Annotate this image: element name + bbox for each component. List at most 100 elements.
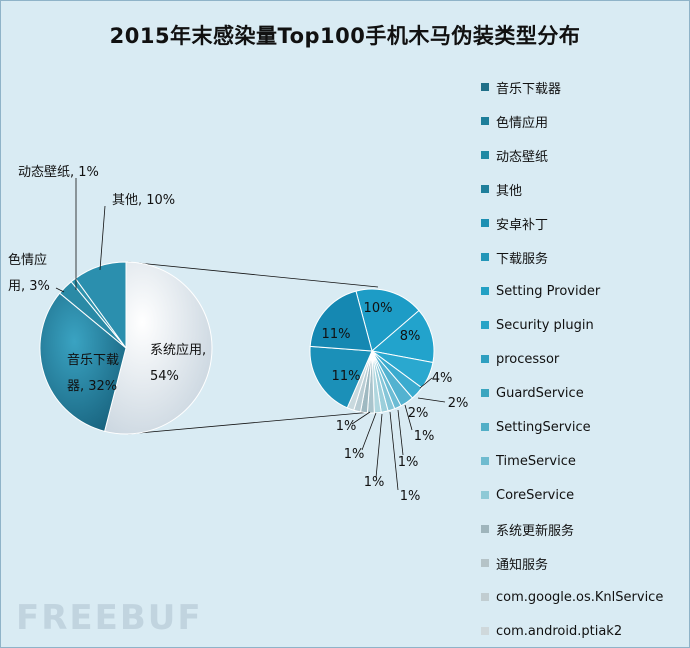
secondary-slice-安卓补丁 — [355, 288, 420, 352]
legend: 音乐下载器色情应用动态壁纸其他安卓补丁下载服务 Setting Provider S… — [481, 70, 686, 648]
legend-swatch — [481, 389, 489, 397]
legend-label: TimeService — [496, 453, 576, 469]
freebuf-watermark: FREEBUF — [16, 598, 203, 638]
main-pie-labels: 系统应用, 54% 音乐下载器, 32% 色情应用, 3% 动态壁纸, 1% 其他, 10… — [8, 165, 206, 394]
secondary-label-安卓补丁: 10% — [364, 301, 393, 316]
main-slice-其他 — [74, 261, 127, 350]
main-label-其他-line1: 其他, 10% — [112, 193, 175, 208]
legend-item-系统更新服务: 系统更新服务 — [481, 512, 686, 546]
legend-item-下载服务: 下载服务 — [481, 240, 686, 274]
secondary-slice-下载服务 — [370, 309, 435, 364]
legend-swatch — [481, 525, 489, 533]
legend-label: 下载服务 — [496, 251, 549, 267]
main-leader-line-3 — [55, 287, 65, 293]
secondary-leader-line-2 — [397, 409, 404, 456]
legend-swatch — [481, 321, 489, 329]
main-label-系统应用-line1: 系统应用, — [150, 342, 206, 358]
secondary-leader-line-1 — [404, 404, 413, 431]
legend-swatch — [481, 83, 489, 91]
main-slice-音乐下载器 — [39, 292, 127, 432]
secondary-label-settingservice: 1% — [398, 455, 419, 470]
legend-label: 系统更新服务 — [496, 523, 575, 539]
legend-item-processor: processor — [481, 342, 686, 376]
legend-item-动态壁纸: 动态壁纸 — [481, 138, 686, 172]
legend-swatch — [481, 185, 489, 193]
legend-item-com-google-os-knlservice: com.google.os.KnlService — [481, 580, 686, 614]
legend-item-com-android-ptiak2: com.android.ptiak2 — [481, 614, 686, 648]
secondary-label-setting-provider: 4% — [432, 371, 453, 386]
legend-swatch — [481, 253, 489, 261]
legend-label: CoreService — [496, 487, 575, 503]
main-label-音乐下载器-line1: 音乐下载 — [67, 352, 119, 368]
connector-line-top — [127, 261, 379, 288]
legend-label: 色情应用 — [496, 115, 549, 131]
legend-label: GuardService — [496, 385, 584, 401]
legend-swatch — [481, 491, 489, 499]
legend-label: 通知服务 — [496, 557, 549, 573]
secondary-leader-line-8 — [419, 377, 433, 389]
legend-item-其他: 其他 — [481, 172, 686, 206]
main-label-动态壁纸-line1: 动态壁纸, 1% — [18, 165, 99, 180]
legend-label: com.google.os.KnlService — [496, 589, 664, 605]
main-pie — [39, 261, 213, 435]
secondary-label-guardservice: 1% — [414, 429, 435, 444]
main-label-音乐下载器-line2: 器, 32% — [67, 379, 117, 394]
legend-swatch — [481, 355, 489, 363]
legend-label: Security plugin — [496, 317, 594, 333]
main-label-色情应用-line1: 色情应 — [8, 252, 47, 268]
legend-swatch — [481, 151, 489, 159]
secondary-label-系统更新服务: 1% — [344, 447, 365, 462]
legend-swatch — [481, 219, 489, 227]
legend-item-setting-provider: Setting Provider — [481, 274, 686, 308]
legend-swatch — [481, 457, 489, 465]
legend-item-通知服务: 通知服务 — [481, 546, 686, 580]
secondary-pie-labels: 10% 8% 4% 2% 2% 1% 1% 1% 1% 1% 1% 11% 11% — [322, 301, 469, 504]
legend-label: SettingService — [496, 419, 591, 435]
legend-item-guardservice: GuardService — [481, 376, 686, 410]
main-slice-系统应用 — [104, 261, 213, 435]
main-label-色情应用-line2: 用, 3% — [8, 279, 50, 294]
legend-label: 安卓补丁 — [496, 217, 549, 233]
legend-item-安卓补丁: 安卓补丁 — [481, 206, 686, 240]
secondary-leader-line-3 — [389, 411, 399, 491]
secondary-label-通知服务: 1% — [336, 419, 357, 434]
legend-label: processor — [496, 351, 560, 367]
secondary-label-timeservice: 1% — [400, 489, 421, 504]
connector-line-bottom — [127, 411, 373, 435]
secondary-leader-line-5 — [361, 412, 377, 451]
legend-swatch — [481, 559, 489, 567]
chart-title: 2015年末感染量Top100手机木马伪装类型分布 — [109, 24, 581, 48]
main-label-系统应用-line2: 54% — [150, 369, 179, 384]
legend-swatch — [481, 423, 489, 431]
secondary-leader-line-6 — [351, 411, 371, 425]
legend-item-timeservice: TimeService — [481, 444, 686, 478]
legend-label: 音乐下载器 — [496, 81, 562, 97]
legend-item-settingservice: SettingService — [481, 410, 686, 444]
secondary-label-security-plugin: 2% — [448, 396, 469, 411]
secondary-label-下载服务: 8% — [400, 329, 421, 344]
legend-swatch — [481, 117, 489, 125]
legend-item-coreservice: CoreService — [481, 478, 686, 512]
legend-swatch — [481, 287, 489, 295]
legend-label: Setting Provider — [496, 283, 601, 299]
secondary-label-processor: 2% — [408, 406, 429, 421]
legend-item-音乐下载器: 音乐下载器 — [481, 70, 686, 104]
secondary-leader-line-7 — [417, 397, 446, 403]
legend-label: com.android.ptiak2 — [496, 623, 623, 639]
secondary-label-其他-a: 11% — [332, 369, 361, 384]
main-leader-line-2 — [99, 205, 106, 271]
legend-label: 其他 — [496, 183, 523, 199]
pie-connector-lines — [127, 261, 379, 435]
legend-swatch — [481, 627, 489, 635]
legend-label: 动态壁纸 — [496, 149, 549, 165]
secondary-label-其他-b: 11% — [322, 327, 351, 342]
legend-swatch — [481, 593, 489, 601]
legend-item-色情应用: 色情应用 — [481, 104, 686, 138]
secondary-slice-其他-b — [309, 290, 373, 352]
secondary-slice-其他-a — [309, 345, 373, 409]
legend-item-security-plugin: Security plugin — [481, 308, 686, 342]
secondary-pie — [309, 288, 435, 414]
secondary-leader-line-4 — [375, 413, 383, 479]
secondary-label-coreservice: 1% — [364, 475, 385, 490]
